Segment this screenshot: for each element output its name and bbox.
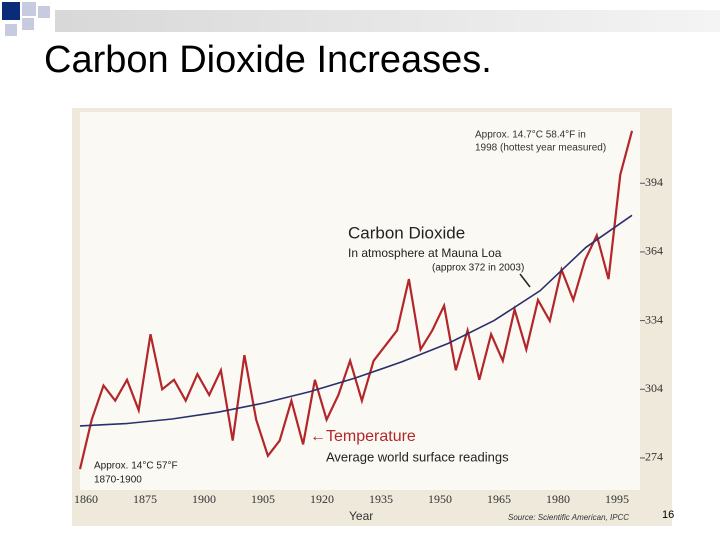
series-label: Temperature (326, 428, 416, 445)
x-tick-label: 1935 (369, 492, 393, 506)
series-label: Carbon Dioxide (348, 223, 465, 242)
annotation: Average world surface readings (326, 449, 509, 464)
source: Source: Scientific American, IPCC (508, 513, 629, 522)
plot-area (80, 112, 640, 490)
annotation: 1998 (hottest year measured) (475, 143, 606, 154)
x-tick-label: 1950 (428, 492, 452, 506)
x-axis-label: Year (349, 509, 373, 523)
page-number: 16 (662, 509, 674, 521)
deco-square (22, 2, 36, 16)
x-tick-label: 1965 (487, 492, 511, 506)
annotation: In atmosphere at Mauna Loa (348, 246, 502, 260)
y2-tick-label: 394 (645, 175, 663, 189)
y2-tick-label: 304 (645, 381, 663, 395)
y2-tick-label: 274 (645, 450, 663, 464)
x-tick-label: 1860 (74, 492, 98, 506)
x-tick-label: 1875 (133, 492, 157, 506)
deco-square (2, 2, 20, 20)
x-tick-label: 1920 (310, 492, 334, 506)
y2-tick-label: 334 (645, 312, 663, 326)
x-tick-label: 1980 (546, 492, 570, 506)
x-tick-label: 1900 (192, 492, 216, 506)
series-line (78, 130, 634, 470)
deco-square (5, 24, 17, 36)
x-tick-label: 1995 (605, 492, 629, 506)
arrow: ← (310, 428, 326, 445)
annotation: (approx 372 in 2003) (432, 263, 524, 274)
arrow (519, 273, 531, 288)
deco-square (38, 6, 50, 18)
deco-square (22, 18, 34, 30)
header-bar (55, 10, 720, 32)
annotation: Approx. 14°C 57°F (94, 461, 178, 472)
annotation: Approx. 14.7°C 58.4°F in (475, 130, 586, 141)
slide-title: Carbon Dioxide Increases. (44, 39, 492, 81)
x-tick-label: 1905 (251, 492, 275, 506)
annotation: 1870-1900 (94, 475, 142, 486)
y2-tick-label: 364 (645, 244, 663, 258)
series-line (79, 214, 633, 427)
